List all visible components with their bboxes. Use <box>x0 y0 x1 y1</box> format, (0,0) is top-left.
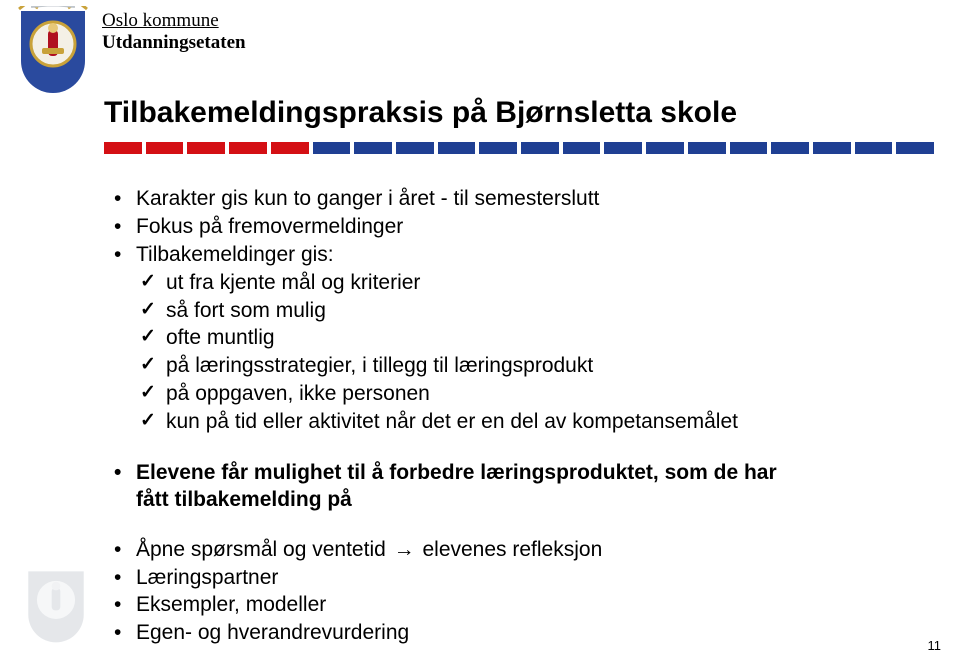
check-text: ofte muntlig <box>166 326 275 349</box>
bold-text-2: fått tilbakemelding på <box>136 488 352 511</box>
bullet-text-post: elevenes refleksjon <box>417 538 603 561</box>
page-title: Tilbakemeldingspraksis på Bjørnsletta sk… <box>104 96 959 130</box>
oslo-crest-icon <box>18 6 88 96</box>
list-item: Karakter gis kun to ganger i året - til … <box>112 186 912 213</box>
check-item: på læringsstrategier, i tillegg til læri… <box>136 353 912 380</box>
check-text: på læringsstrategier, i tillegg til læri… <box>166 354 593 377</box>
list-item: Fokus på fremovermeldinger <box>112 214 912 241</box>
check-text: ut fra kjente mål og kriterier <box>166 271 420 294</box>
bullet-text: Eksempler, modeller <box>136 593 326 616</box>
bullet-text-pre: Åpne spørsmål og ventetid <box>136 538 392 561</box>
check-text: på oppgaven, ikke personen <box>166 382 430 405</box>
list-item: Eksempler, modeller <box>112 592 912 619</box>
org-block: Oslo kommune Utdanningsetaten <box>102 10 246 54</box>
org-name: Oslo kommune <box>102 10 246 32</box>
list-item: Læringspartner <box>112 565 912 592</box>
content: Karakter gis kun to ganger i året - til … <box>112 186 912 647</box>
list-item: Åpne spørsmål og ventetid → elevenes ref… <box>112 537 912 564</box>
header: Oslo kommune Utdanningsetaten <box>0 0 959 96</box>
list-item-bold: Elevene får mulighet til å forbedre læri… <box>112 460 912 514</box>
bold-text-1: Elevene får mulighet til å forbedre læri… <box>136 461 777 484</box>
bullet-text: Egen- og hverandrevurdering <box>136 621 409 644</box>
arrow-icon: → <box>392 537 417 564</box>
watermark-crest-icon <box>24 567 88 645</box>
list-item: Egen- og hverandrevurdering <box>112 620 912 647</box>
check-item: så fort som mulig <box>136 298 912 325</box>
check-item: ut fra kjente mål og kriterier <box>136 270 912 297</box>
check-item: kun på tid eller aktivitet når det er en… <box>136 409 912 436</box>
check-text: kun på tid eller aktivitet når det er en… <box>166 410 738 433</box>
bullet-text: Karakter gis kun to ganger i året - til … <box>136 187 599 210</box>
bullet-text: Tilbakemeldinger gis: <box>136 243 334 266</box>
check-text: så fort som mulig <box>166 299 326 322</box>
bullet-text: Læringspartner <box>136 566 278 589</box>
page-number: 11 <box>928 638 942 653</box>
bullet-text: Fokus på fremovermeldinger <box>136 215 403 238</box>
list-item: Tilbakemeldinger gis: ut fra kjente mål … <box>112 242 912 436</box>
check-item: ofte muntlig <box>136 325 912 352</box>
separator-bar <box>104 142 934 154</box>
check-item: på oppgaven, ikke personen <box>136 381 912 408</box>
department-name: Utdanningsetaten <box>102 32 246 54</box>
